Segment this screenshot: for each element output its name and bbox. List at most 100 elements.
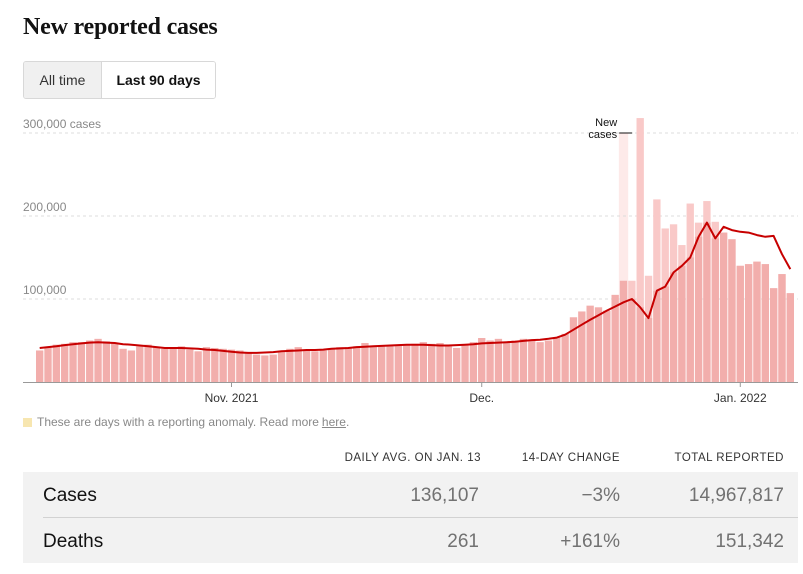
y-tick-label: 200,000: [23, 200, 67, 214]
bar: [294, 347, 302, 382]
cases-14-day-change: −3%: [581, 485, 620, 506]
bar: [102, 341, 111, 382]
bar: [419, 342, 428, 382]
bar: [619, 280, 628, 382]
table-row-deaths: Deaths 261 +161% 151,342: [23, 518, 798, 563]
y-tick-label: 300,000 cases: [23, 117, 101, 131]
bar: [136, 346, 144, 382]
bar: [227, 349, 236, 382]
bar: [377, 346, 386, 382]
time-range-toggle: All time Last 90 days: [23, 61, 216, 99]
bar-under-average: [628, 299, 636, 382]
deaths-total: 151,342: [715, 531, 784, 552]
anomaly-note-text: These are days with a reporting anomaly.…: [37, 415, 319, 429]
bar: [553, 337, 561, 382]
bar: [302, 350, 311, 382]
bar: [144, 344, 152, 382]
deaths-daily-avg: 261: [447, 531, 479, 552]
bar: [269, 354, 277, 382]
cases-daily-avg: 136,107: [410, 485, 479, 506]
bar: [611, 294, 619, 382]
bar: [411, 343, 419, 382]
bar: [352, 346, 361, 382]
bar: [244, 352, 252, 382]
bar-under-average: [761, 264, 769, 382]
bar-under-average: [703, 222, 711, 382]
bar-under-average: [678, 265, 686, 382]
bar: [202, 347, 211, 382]
bar: [327, 348, 336, 382]
bar-under-average: [753, 261, 761, 382]
bar: [111, 342, 119, 382]
bar: [86, 340, 94, 382]
bar: [544, 340, 553, 382]
bar: [511, 340, 519, 382]
bar: [94, 338, 102, 382]
table-row-cases: Cases 136,107 −3% 14,967,817: [23, 472, 798, 518]
anomaly-band: [618, 133, 629, 382]
header-total-reported: TOTAL REPORTED: [674, 452, 784, 464]
y-tick-label: 100,000: [23, 283, 67, 297]
bar: [536, 342, 544, 382]
bar-under-average: [786, 293, 794, 382]
bar: [528, 339, 536, 382]
bar: [586, 305, 594, 382]
bar: [453, 347, 461, 382]
bar-under-average: [711, 238, 719, 382]
bar-under-average: [636, 307, 644, 382]
bar: [469, 342, 478, 382]
bar: [261, 355, 269, 382]
x-tick-label: Dec.: [469, 391, 494, 405]
bar: [277, 352, 286, 382]
deaths-14-day-change: +161%: [560, 531, 620, 552]
bar: [236, 350, 244, 382]
bar: [436, 342, 444, 382]
bar: [569, 317, 578, 382]
page-title: New reported cases: [23, 14, 218, 40]
bar: [478, 338, 486, 382]
annotation-label: cases: [588, 129, 617, 141]
bar: [519, 338, 528, 382]
bar: [561, 333, 569, 382]
bar: [152, 347, 161, 382]
bar-under-average: [669, 272, 678, 382]
all-time-button[interactable]: All time: [24, 62, 102, 98]
bar-under-average: [686, 257, 694, 382]
bar: [369, 345, 377, 382]
bar: [186, 349, 194, 382]
bar: [461, 344, 469, 382]
bar: [319, 350, 327, 382]
read-more-link[interactable]: here: [321, 415, 346, 429]
bar: [219, 348, 227, 382]
bar: [194, 351, 202, 382]
annotation-label: New: [595, 117, 617, 129]
bar: [69, 342, 77, 382]
bar-under-average: [644, 318, 653, 382]
last-90-days-button[interactable]: Last 90 days: [102, 62, 215, 98]
summary-table: Cases 136,107 −3% 14,967,817 Deaths 261 …: [23, 472, 798, 563]
anomaly-note: These are days with a reporting anomaly.…: [23, 415, 349, 429]
bar: [336, 347, 344, 382]
bar: [486, 340, 494, 382]
seven-day-average-line: [39, 221, 792, 354]
bar: [494, 338, 503, 382]
bar: [402, 344, 411, 382]
bar: [119, 348, 127, 382]
bar: [578, 311, 586, 382]
bar-under-average: [719, 232, 728, 382]
x-tick-label: Jan. 2022: [714, 391, 767, 405]
bar-under-average: [744, 264, 753, 382]
bar: [394, 344, 402, 382]
bar: [344, 347, 352, 382]
header-daily-avg: DAILY AVG. ON JAN. 13: [344, 452, 481, 464]
cases-total: 14,967,817: [688, 485, 784, 506]
bar-under-average: [728, 239, 736, 382]
bar-under-average: [736, 265, 744, 382]
bar: [52, 344, 61, 382]
bar-under-average: [653, 290, 661, 382]
bar: [61, 343, 69, 382]
cases-chart: 100,000 200,000 300,000 cases Nov. 2021 Dec.…: [23, 117, 798, 405]
x-tick-label: Nov. 2021: [205, 391, 259, 405]
bar: [636, 118, 644, 382]
anomaly-note-end: .: [345, 415, 350, 429]
